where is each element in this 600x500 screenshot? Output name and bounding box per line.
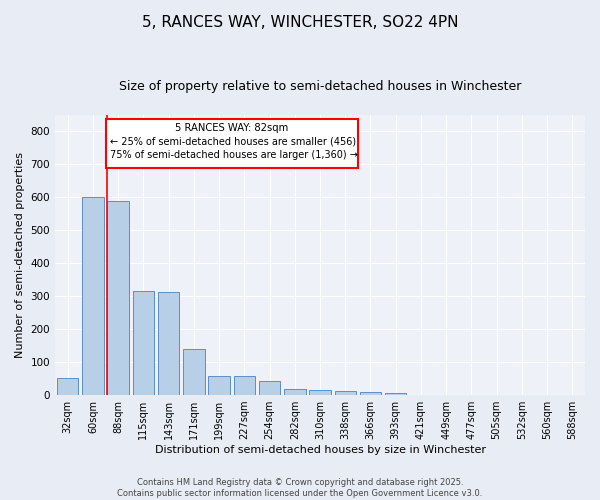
Y-axis label: Number of semi-detached properties: Number of semi-detached properties [15,152,25,358]
X-axis label: Distribution of semi-detached houses by size in Winchester: Distribution of semi-detached houses by … [155,445,485,455]
Bar [259,381,280,395]
Bar [183,349,205,395]
Bar [133,292,154,395]
Text: ← 25% of semi-detached houses are smaller (456): ← 25% of semi-detached houses are smalle… [110,136,356,146]
Bar [309,390,331,395]
Bar [385,393,406,395]
FancyBboxPatch shape [106,119,358,168]
Bar [284,389,305,395]
Bar [158,292,179,395]
Bar [335,392,356,395]
Text: 5 RANCES WAY: 82sqm: 5 RANCES WAY: 82sqm [175,123,289,133]
Bar [208,376,230,395]
Bar [57,378,79,395]
Text: 5, RANCES WAY, WINCHESTER, SO22 4PN: 5, RANCES WAY, WINCHESTER, SO22 4PN [142,15,458,30]
Text: 75% of semi-detached houses are larger (1,360) →: 75% of semi-detached houses are larger (… [110,150,358,160]
Bar [82,197,104,395]
Bar [360,392,381,395]
Text: Contains HM Land Registry data © Crown copyright and database right 2025.
Contai: Contains HM Land Registry data © Crown c… [118,478,482,498]
Bar [107,200,129,395]
Title: Size of property relative to semi-detached houses in Winchester: Size of property relative to semi-detach… [119,80,521,93]
Bar [233,376,255,395]
